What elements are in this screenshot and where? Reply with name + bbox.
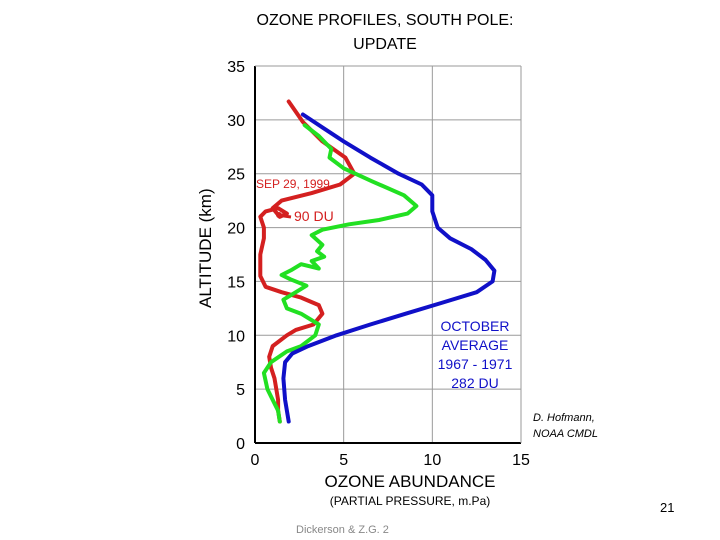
x-tick-label: 5: [339, 452, 348, 469]
tick-labels: 0 5 10 15 20 25 30 35 0 5 10 15: [227, 59, 530, 469]
y-tick-label: 10: [227, 328, 245, 345]
october-annotation: OCTOBER AVERAGE 1967 - 1971 282 DU: [420, 317, 530, 393]
y-tick-label: 35: [227, 59, 245, 76]
october-annotation-line: 282 DU: [451, 375, 499, 391]
credit-text: D. Hofmann, NOAA CMDL: [533, 410, 598, 442]
y-tick-label: 25: [227, 167, 245, 184]
y-tick-label: 5: [236, 382, 245, 399]
chart-title-line2: UPDATE: [353, 36, 417, 53]
x-tick-label: 10: [423, 452, 441, 469]
x-axis-label: OZONE ABUNDANCE: [324, 472, 496, 491]
page-number: 21: [660, 500, 675, 515]
du-marker: [276, 212, 292, 219]
footer-text: Dickerson & Z.G. 2: [296, 524, 389, 536]
october-annotation-line: 1967 - 1971: [437, 356, 513, 372]
sep-annotation: SEP 29, 1999: [256, 177, 330, 191]
red-profile-line: [258, 99, 357, 424]
du-annotation: 90 DU: [294, 208, 334, 224]
series-lines: [258, 99, 497, 424]
october-annotation-line: AVERAGE: [441, 337, 509, 353]
y-axis-label: ALTITUDE (km): [196, 188, 215, 308]
x-tick-label: 0: [251, 452, 260, 469]
y-tick-label: 30: [227, 113, 245, 130]
y-tick-label: 20: [227, 221, 245, 238]
du-arrow-dot: [276, 212, 282, 218]
plot-frame: [254, 65, 522, 444]
y-tick-label: 0: [236, 436, 245, 453]
x-axis-sublabel: (PARTIAL PRESSURE, m.Pa): [329, 494, 491, 508]
chart-title-line1: OZONE PROFILES, SOUTH POLE:: [256, 12, 514, 29]
october-annotation-line: OCTOBER: [440, 318, 510, 334]
green-profile-line: [261, 123, 419, 424]
blue-profile-line: [281, 112, 497, 424]
credit-line: NOAA CMDL: [533, 428, 598, 440]
credit-line: D. Hofmann,: [533, 412, 595, 424]
y-tick-label: 15: [227, 274, 245, 291]
x-tick-label: 15: [512, 452, 530, 469]
